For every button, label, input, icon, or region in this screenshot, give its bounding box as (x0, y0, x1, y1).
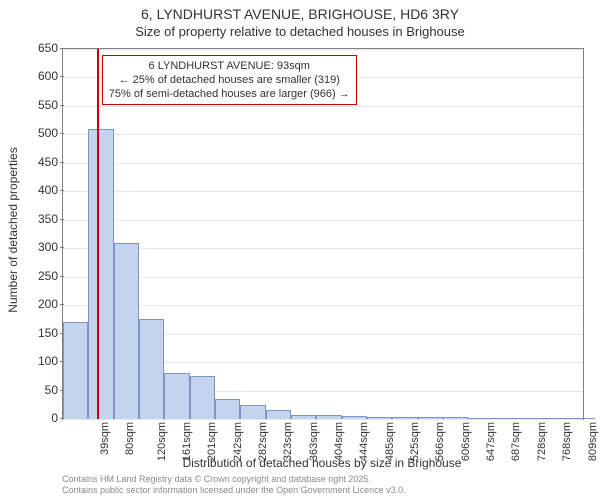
histogram-bar (114, 243, 139, 419)
annotation-line-2: ← 25% of detached houses are smaller (31… (109, 73, 350, 87)
annotation-line-1: 6 LYNDHURST AVENUE: 93sqm (109, 59, 350, 73)
y-tick-mark (60, 418, 64, 419)
chart-title: 6, LYNDHURST AVENUE, BRIGHOUSE, HD6 3RY (0, 6, 600, 22)
histogram-bar (139, 319, 164, 419)
histogram-bar (443, 417, 468, 419)
y-tick-label: 150 (28, 326, 58, 340)
x-axis-label: Distribution of detached houses by size … (62, 456, 582, 470)
histogram-bar (519, 418, 544, 419)
x-tick-label: 606sqm (460, 422, 472, 461)
histogram-bar (190, 376, 215, 419)
gridline (63, 220, 583, 221)
x-tick-label: 282sqm (257, 422, 269, 461)
y-tick-label: 200 (28, 297, 58, 311)
y-tick-mark (60, 390, 64, 391)
x-tick-label: 728sqm (536, 422, 548, 461)
x-tick-label: 525sqm (409, 422, 421, 461)
y-tick-mark (60, 190, 64, 191)
gridline (63, 277, 583, 278)
histogram-bar (468, 418, 493, 419)
histogram-bar (240, 405, 265, 419)
histogram-bar (266, 410, 291, 419)
gridline (63, 248, 583, 249)
histogram-bar (418, 417, 443, 419)
y-tick-mark (60, 361, 64, 362)
y-tick-label: 650 (28, 41, 58, 55)
y-tick-mark (60, 219, 64, 220)
y-tick-mark (60, 333, 64, 334)
histogram-bar (494, 418, 519, 419)
x-tick-label: 39sqm (99, 422, 111, 455)
y-tick-label: 600 (28, 69, 58, 83)
gridline (63, 49, 583, 50)
chart-subtitle: Size of property relative to detached ho… (0, 24, 600, 39)
chart-footnote: Contains HM Land Registry data © Crown c… (62, 474, 406, 496)
x-tick-label: 768sqm (561, 422, 573, 461)
y-axis-label: Number of detached properties (6, 147, 20, 312)
y-tick-mark (60, 76, 64, 77)
y-tick-label: 0 (28, 411, 58, 425)
histogram-bar (570, 418, 595, 419)
footnote-line-1: Contains HM Land Registry data © Crown c… (62, 474, 406, 485)
y-tick-label: 250 (28, 269, 58, 283)
x-tick-label: 809sqm (587, 422, 599, 461)
y-tick-label: 400 (28, 183, 58, 197)
x-tick-label: 242sqm (232, 422, 244, 461)
gridline (63, 134, 583, 135)
x-tick-label: 687sqm (511, 422, 523, 461)
x-tick-label: 363sqm (308, 422, 320, 461)
y-tick-label: 300 (28, 240, 58, 254)
x-tick-label: 323sqm (283, 422, 295, 461)
x-tick-label: 201sqm (207, 422, 219, 461)
histogram-bar (367, 417, 392, 419)
x-tick-label: 444sqm (359, 422, 371, 461)
y-tick-mark (60, 162, 64, 163)
footnote-line-2: Contains public sector information licen… (62, 485, 406, 496)
x-tick-label: 647sqm (485, 422, 497, 461)
x-tick-label: 404sqm (333, 422, 345, 461)
y-tick-mark (60, 304, 64, 305)
histogram-bar (342, 416, 367, 419)
y-tick-label: 50 (28, 383, 58, 397)
x-tick-label: 485sqm (384, 422, 396, 461)
y-tick-mark (60, 48, 64, 49)
annotation-box: 6 LYNDHURST AVENUE: 93sqm← 25% of detach… (102, 55, 357, 105)
y-tick-mark (60, 247, 64, 248)
y-tick-label: 350 (28, 212, 58, 226)
gridline (63, 305, 583, 306)
annotation-line-3: 75% of semi-detached houses are larger (… (109, 87, 350, 101)
gridline (63, 106, 583, 107)
y-tick-label: 100 (28, 354, 58, 368)
histogram-bar (215, 399, 240, 419)
gridline (63, 419, 583, 420)
y-tick-label: 500 (28, 126, 58, 140)
histogram-bar (164, 373, 189, 419)
x-tick-label: 120sqm (156, 422, 168, 461)
property-marker-line (97, 49, 99, 419)
y-tick-mark (60, 105, 64, 106)
x-tick-label: 161sqm (181, 422, 193, 461)
histogram-bar (63, 322, 88, 419)
gridline (63, 191, 583, 192)
chart-plot-area: 6 LYNDHURST AVENUE: 93sqm← 25% of detach… (62, 48, 584, 420)
histogram-bar (545, 418, 570, 419)
y-tick-mark (60, 133, 64, 134)
gridline (63, 163, 583, 164)
y-tick-label: 450 (28, 155, 58, 169)
x-tick-label: 566sqm (435, 422, 447, 461)
histogram-bar (392, 417, 417, 419)
y-tick-mark (60, 276, 64, 277)
y-tick-label: 550 (28, 98, 58, 112)
histogram-bar (291, 415, 316, 419)
x-tick-label: 80sqm (124, 422, 136, 455)
histogram-bar (88, 129, 113, 419)
histogram-bar (316, 415, 341, 419)
